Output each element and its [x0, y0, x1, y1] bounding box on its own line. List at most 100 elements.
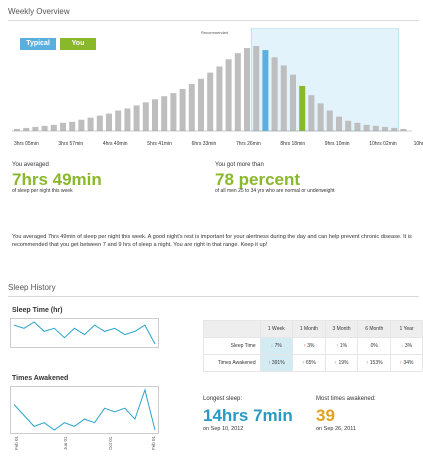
histogram-x-label: 4hrs 49min — [103, 141, 128, 147]
times-awakened-line — [13, 388, 156, 431]
histogram-x-label: 3hrs 57min — [58, 141, 83, 147]
histogram-bar — [317, 103, 324, 131]
sleep-history-header: Sleep History — [8, 283, 419, 297]
arrow-down-icon: ↓ — [400, 343, 404, 349]
col-1-month[interactable]: 1 Month — [292, 320, 326, 338]
histogram-bar — [382, 126, 388, 131]
history-x-label: Jun 01 — [63, 436, 68, 450]
histogram-bar — [345, 120, 352, 131]
arrow-up-icon: ↑ — [267, 360, 271, 366]
arrow-up-icon: ↑ — [335, 343, 339, 349]
averaged-value: 7hrs 49min — [12, 170, 102, 189]
histogram-bar — [87, 117, 94, 131]
table-cell: 391% — [271, 360, 285, 366]
col-1-week[interactable]: 1 Week — [259, 320, 294, 338]
histogram-bar — [179, 89, 186, 131]
histogram-bar — [188, 83, 195, 131]
weekly-overview-title: Weekly Overview — [8, 7, 70, 16]
arrow-up-icon: ↑ — [303, 343, 306, 349]
most-awakened-date: on Sep 26, 2011 — [316, 426, 356, 432]
table-header-row: 1 Week 1 Month 3 Month 6 Month 1 Year — [203, 320, 423, 338]
histogram-bar — [326, 110, 333, 131]
weekly-overview-header: Weekly Overview — [8, 7, 419, 21]
you-legend-button[interactable]: You — [60, 38, 96, 50]
histogram-bar — [271, 57, 278, 131]
sleep-history-title: Sleep History — [8, 283, 56, 292]
history-x-label: Feb 01 — [151, 435, 156, 450]
histogram-bar — [96, 115, 103, 131]
col-6-month[interactable]: 6 Month — [357, 320, 392, 338]
times-awakened-title: Times Awakened — [12, 375, 69, 382]
histogram-x-label: 5hrs 41min — [147, 141, 172, 147]
averaged-sub: of sleep per night this week — [12, 188, 73, 194]
table-cell: 3% — [307, 343, 315, 349]
histogram-bar — [142, 102, 149, 131]
history-x-label: Feb 01 — [14, 435, 19, 450]
typical-legend-button[interactable]: Typical — [20, 38, 56, 50]
averaged-label: You averaged — [12, 162, 49, 168]
sleep-time-title: Sleep Time (hr) — [12, 307, 63, 314]
table-cell: 1% — [339, 343, 348, 349]
histogram-x-label: 6hrs 33min — [192, 141, 217, 147]
histogram-bar — [234, 53, 241, 132]
you-bar — [299, 85, 306, 131]
histogram-bar — [32, 126, 39, 131]
histogram-bar — [198, 78, 204, 131]
times-awakened-frame — [10, 386, 159, 434]
histogram-bar — [50, 124, 57, 131]
arrow-up-icon: ↑ — [399, 360, 403, 366]
histogram-bar — [14, 128, 20, 131]
table-corner — [203, 320, 261, 338]
recommended-label: Recommended — [201, 30, 229, 35]
table-cell: 19% — [338, 360, 349, 366]
histogram-bar — [207, 72, 214, 131]
histogram-bar — [170, 93, 177, 131]
arrow-up-icon: ↑ — [334, 360, 338, 366]
histogram-x-label: 10hrs 02min — [369, 141, 397, 147]
histogram-bar — [280, 65, 287, 131]
most-awakened-value: 39 — [316, 406, 335, 425]
more-than-label: You got more than — [215, 162, 264, 168]
weekly-summary-text: You averaged 7hrs 49min of sleep per nig… — [12, 234, 412, 248]
histogram-bar — [23, 127, 30, 131]
longest-sleep-date: on Sep 10, 2012 — [203, 426, 244, 432]
histogram-bar — [69, 121, 76, 131]
table-row: Times Awakened ↑ 391% ↑ 65% ↑ 19% ↑ 153%… — [203, 354, 423, 372]
table-cell: 153% — [369, 360, 383, 366]
histogram-bar — [225, 59, 232, 131]
row-label: Times Awakened — [203, 354, 261, 372]
histogram-bar — [253, 46, 260, 131]
histogram-bar — [60, 122, 66, 131]
col-3-month[interactable]: 3 Month — [324, 320, 359, 338]
more-than-sub: of all men 25 to 34 yrs who are normal o… — [215, 188, 335, 194]
table-cell: 3% — [404, 343, 413, 349]
table-cell: 34% — [403, 360, 414, 366]
sleep-time-frame — [10, 318, 159, 348]
histogram-bar — [354, 122, 361, 131]
histogram-bar — [78, 119, 85, 131]
sleep-time-line — [13, 321, 156, 345]
table-cell: 0% — [370, 343, 378, 349]
histogram-bar — [133, 105, 140, 131]
histogram-bar — [372, 125, 379, 131]
histogram-x-label: 3hrs 05min — [14, 141, 39, 147]
comparison-table: 1 Week 1 Month 3 Month 6 Month 1 Year Sl… — [203, 320, 423, 372]
histogram-bar — [290, 74, 296, 131]
histogram-x-label: 10hrs 54min — [414, 141, 423, 147]
row-label: Sleep Time — [203, 337, 261, 355]
histogram-bar — [152, 99, 158, 131]
longest-sleep-value: 14hrs 7min — [203, 406, 293, 425]
arrow-up-icon: ↑ — [301, 360, 305, 366]
histogram-bar — [41, 125, 48, 131]
col-1-year[interactable]: 1 Year — [390, 320, 423, 338]
sleep-histogram: 3hrs 05min 3hrs 57min 4hrs 49min 5hrs 41min… — [12, 28, 423, 147]
histogram-bar — [106, 113, 112, 131]
histogram-bar — [308, 95, 315, 131]
histogram-x-label: 8hrs 18min — [280, 141, 305, 147]
table-cell: 65% — [305, 360, 316, 366]
histogram-bar — [400, 128, 407, 131]
more-than-value: 78 percent — [215, 170, 301, 189]
table-row: Sleep Time ↓ 7% ↑ 3% ↑ 1% 0% ↓ 3% — [203, 337, 423, 355]
history-x-label: Oct 01 — [108, 436, 113, 450]
